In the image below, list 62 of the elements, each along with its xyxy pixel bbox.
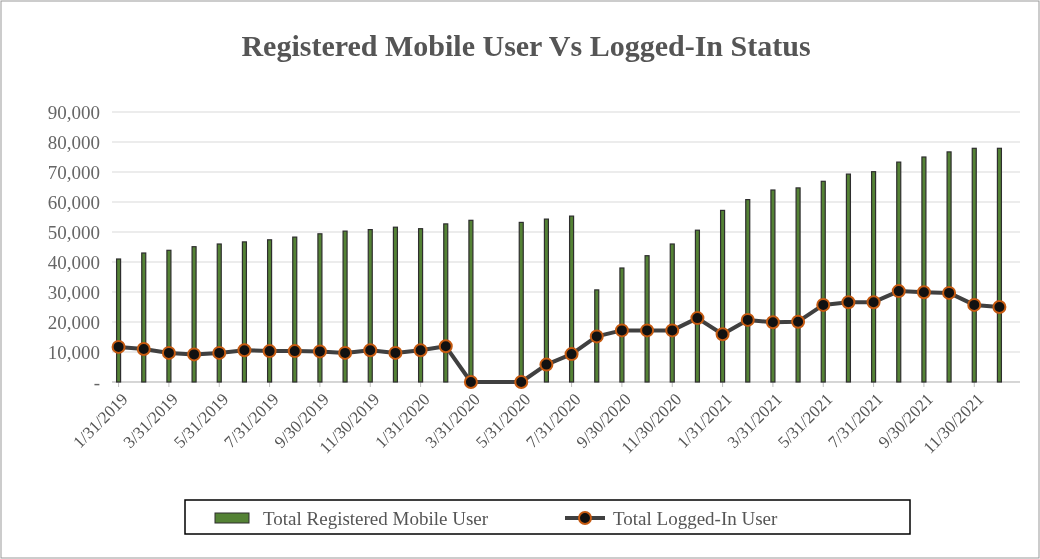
legend-label: Total Registered Mobile User	[263, 507, 489, 529]
bar	[946, 151, 952, 383]
bar	[870, 171, 877, 383]
point	[514, 375, 529, 389]
point	[791, 314, 806, 329]
point	[992, 300, 1007, 314]
y-tick-label: 20,000	[47, 311, 100, 333]
point	[564, 347, 579, 362]
point	[388, 345, 403, 360]
bar	[317, 233, 323, 383]
point	[640, 323, 655, 338]
bar	[795, 187, 801, 383]
point	[614, 323, 629, 338]
y-tick-label: 10,000	[47, 341, 100, 363]
point	[891, 284, 906, 299]
bar	[342, 230, 348, 383]
bar	[845, 173, 852, 383]
y-tick-label: 40,000	[47, 251, 100, 273]
bar	[921, 156, 927, 383]
point	[438, 339, 453, 354]
point	[111, 339, 126, 354]
bar	[820, 180, 826, 383]
point	[287, 344, 302, 359]
point	[463, 375, 478, 389]
bar	[971, 147, 977, 383]
y-tick-label: 60,000	[47, 191, 100, 213]
y-tick-label: 50,000	[47, 221, 100, 243]
point	[916, 285, 931, 300]
point	[136, 342, 151, 356]
bar	[896, 161, 902, 383]
chart-title: Registered Mobile User Vs Logged-In Status	[241, 29, 811, 62]
y-tick-label: -	[93, 371, 100, 393]
point	[363, 343, 378, 358]
bar	[996, 147, 1003, 383]
point	[690, 311, 705, 326]
bar	[191, 246, 197, 383]
point	[212, 345, 227, 360]
point	[765, 315, 780, 330]
y-tick-label: 80,000	[47, 131, 100, 153]
point	[841, 295, 856, 310]
point	[539, 357, 554, 372]
point	[942, 285, 957, 300]
point	[187, 347, 202, 362]
point	[262, 344, 277, 359]
point	[740, 312, 755, 327]
point	[816, 297, 831, 312]
point	[338, 345, 353, 360]
point	[237, 343, 252, 358]
bar	[770, 189, 776, 383]
point	[967, 297, 982, 312]
point	[161, 345, 176, 360]
y-tick-label: 30,000	[47, 281, 100, 303]
legend-label: Total Logged-In User	[613, 507, 779, 529]
point	[665, 323, 680, 338]
point	[413, 343, 428, 358]
point	[312, 344, 327, 359]
point	[866, 295, 881, 310]
bar	[166, 249, 172, 383]
point	[715, 327, 730, 342]
y-tick-label: 90,000	[47, 101, 100, 123]
y-tick-label: 70,000	[47, 161, 100, 183]
point	[589, 329, 604, 344]
